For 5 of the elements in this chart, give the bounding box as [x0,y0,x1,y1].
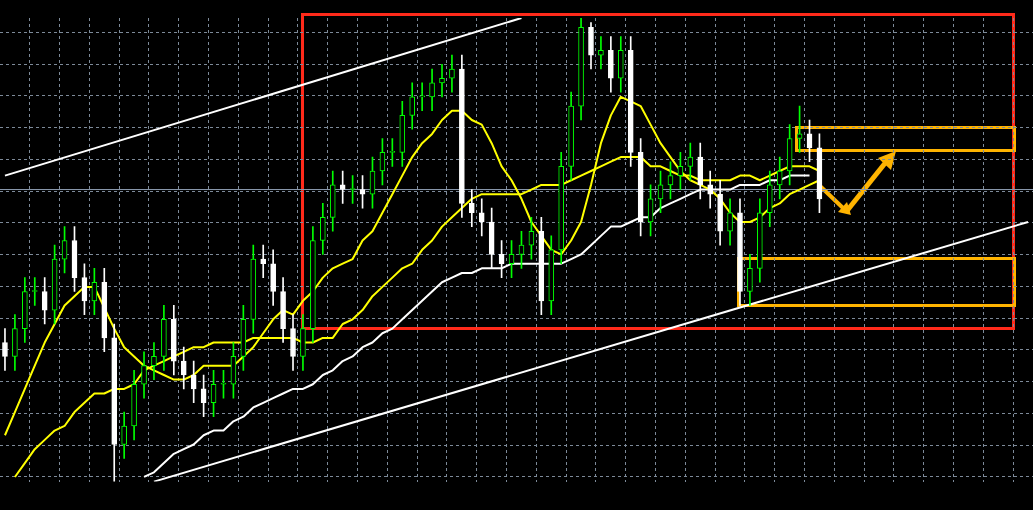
candlestick [260,244,267,278]
candlestick [339,170,346,204]
candlestick [419,82,425,112]
candlestick [439,64,445,98]
candlestick [598,36,604,70]
